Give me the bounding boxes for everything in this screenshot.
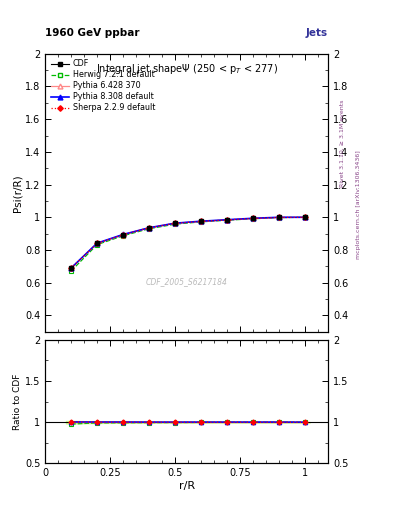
Text: 1960 GeV ppbar: 1960 GeV ppbar	[45, 29, 140, 38]
Y-axis label: Ratio to CDF: Ratio to CDF	[13, 373, 22, 430]
Y-axis label: Psi(r/R): Psi(r/R)	[12, 174, 22, 211]
Text: mcplots.cern.ch [arXiv:1306.3436]: mcplots.cern.ch [arXiv:1306.3436]	[356, 151, 361, 259]
Text: Rivet 3.1.10, ≥ 3.1M events: Rivet 3.1.10, ≥ 3.1M events	[340, 100, 345, 187]
Legend: CDF, Herwig 7.2.1 default, Pythia 6.428 370, Pythia 8.308 default, Sherpa 2.2.9 : CDF, Herwig 7.2.1 default, Pythia 6.428 …	[49, 58, 156, 114]
Text: Jets: Jets	[306, 29, 328, 38]
Text: Integral jet shapeΨ (250 < p$_T$ < 277): Integral jet shapeΨ (250 < p$_T$ < 277)	[95, 62, 278, 76]
X-axis label: r/R: r/R	[178, 481, 195, 491]
Text: CDF_2005_S6217184: CDF_2005_S6217184	[146, 277, 228, 286]
